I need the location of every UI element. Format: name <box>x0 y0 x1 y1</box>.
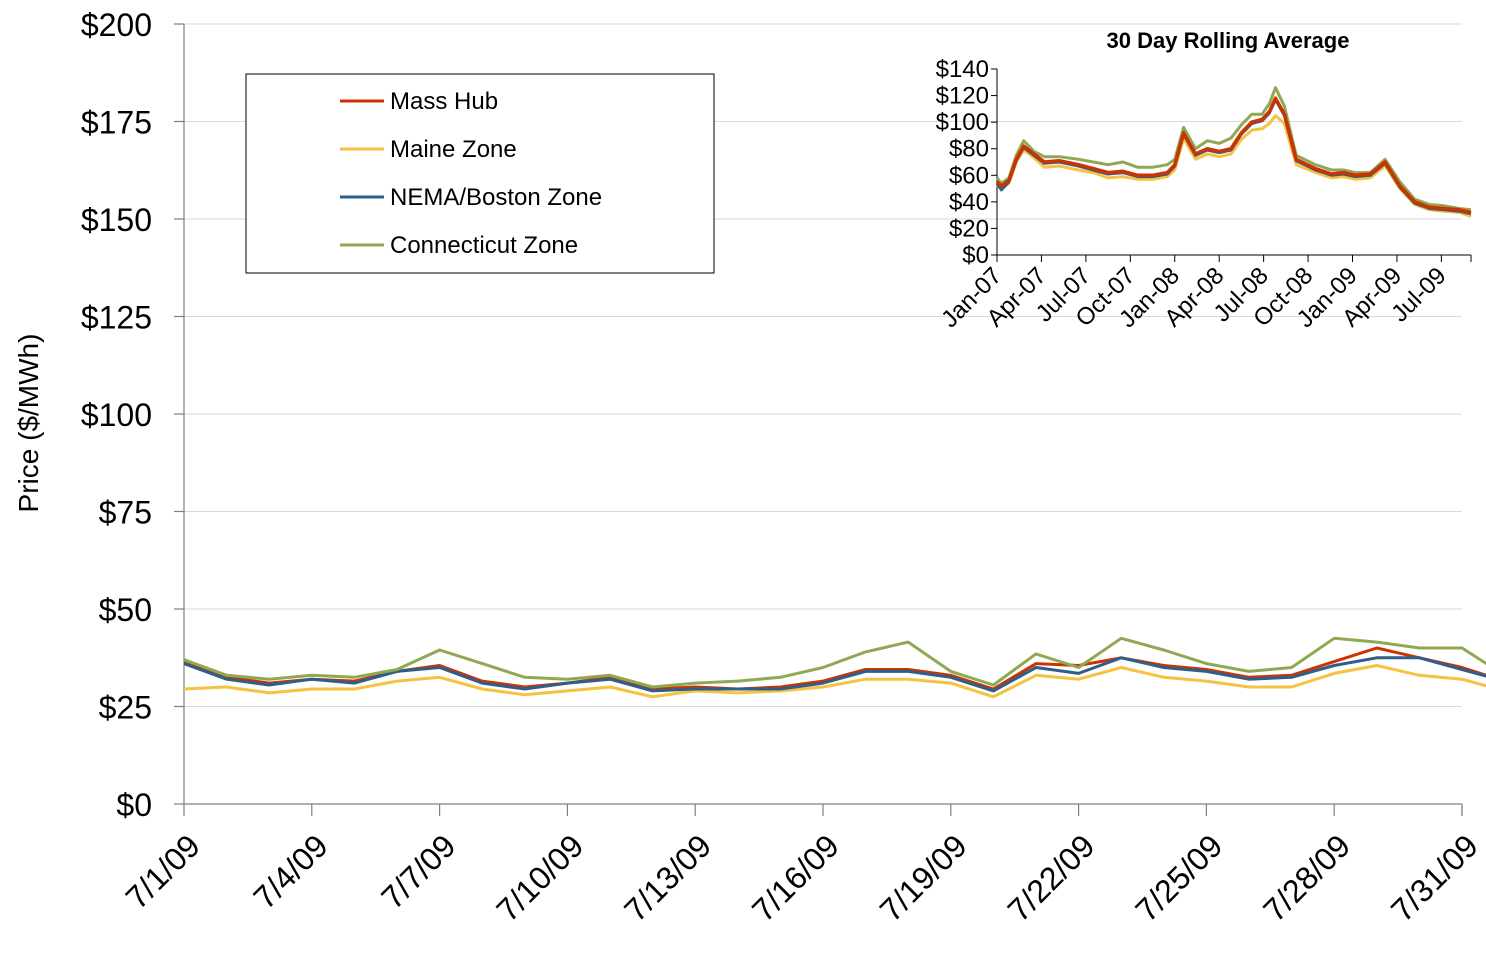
y-tick-label: $125 <box>81 300 152 336</box>
inset-y-tick-label: $0 <box>962 242 989 269</box>
x-tick-label: 7/1/09 <box>119 827 207 915</box>
y-tick-label: $100 <box>81 397 152 433</box>
legend-label-nema-boston-zone: NEMA/Boston Zone <box>390 184 602 211</box>
x-tick-label: 7/22/09 <box>1001 827 1102 928</box>
x-tick-label: 7/16/09 <box>745 827 846 928</box>
inset-series-line-maine-zone <box>995 114 1472 218</box>
x-tick-label: 7/10/09 <box>489 827 590 928</box>
inset-y-tick-label: $60 <box>949 162 989 189</box>
main-chart-x-tick-labels: 7/1/09 7/4/09 7/7/09 7/10/09 7/13/09 7/16/09 7… <box>119 827 1485 928</box>
x-tick-label: 7/28/09 <box>1256 827 1357 928</box>
inset-chart: 30 Day Rolling Average $0$20$40$60$80$10… <box>936 28 1472 333</box>
inset-chart-y-tick-labels: $0$20$40$60$80$100$120$140 <box>936 56 989 269</box>
y-tick-label: $25 <box>99 690 152 726</box>
inset-y-tick-label: $20 <box>949 215 989 242</box>
legend-label-mass-hub: Mass Hub <box>390 88 498 115</box>
y-tick-label: $0 <box>116 787 152 823</box>
x-tick-label: 7/19/09 <box>873 827 974 928</box>
main-chart-axes <box>174 23 1463 816</box>
y-tick-label: $200 <box>81 7 152 43</box>
inset-y-tick-label: $40 <box>949 189 989 216</box>
y-tick-label: $75 <box>99 495 152 531</box>
series-line-nema-boston-zone <box>183 656 1486 693</box>
inset-chart-title: 30 Day Rolling Average <box>1107 28 1350 53</box>
inset-chart-series <box>995 86 1472 218</box>
x-tick-label: 7/4/09 <box>246 827 334 915</box>
x-tick-label: 7/7/09 <box>374 827 462 915</box>
legend-label-connecticut-zone: Connecticut Zone <box>390 232 578 259</box>
legend-label-maine-zone: Maine Zone <box>390 136 517 163</box>
inset-y-tick-label: $80 <box>949 136 989 163</box>
inset-y-tick-label: $100 <box>936 109 989 136</box>
y-tick-label: $50 <box>99 592 152 628</box>
main-chart-series <box>183 636 1486 699</box>
main-chart-y-tick-labels: $0 $25 $50 $75 $100 $125 $150 $175 $200 <box>81 7 152 823</box>
x-tick-label: 7/25/09 <box>1128 827 1229 928</box>
inset-y-tick-label: $120 <box>936 83 989 110</box>
y-axis-title: Price ($/MWh) <box>13 334 44 513</box>
inset-chart-x-tick-labels: Jan-07Apr-07Jul-07Oct-07Jan-08Apr-08Jul-… <box>936 262 1451 333</box>
inset-y-tick-label: $140 <box>936 56 989 83</box>
x-tick-label: 7/13/09 <box>617 827 718 928</box>
y-tick-label: $175 <box>81 105 152 141</box>
x-tick-label: 7/31/09 <box>1384 827 1485 928</box>
inset-series-line-mass-hub <box>995 96 1472 215</box>
series-line-maine-zone <box>183 664 1486 699</box>
y-tick-label: $150 <box>81 202 152 238</box>
inset-chart-axes <box>991 68 1472 262</box>
legend: Mass Hub Maine Zone NEMA/Boston Zone Connec… <box>245 73 715 274</box>
series-line-connecticut-zone <box>183 636 1486 689</box>
